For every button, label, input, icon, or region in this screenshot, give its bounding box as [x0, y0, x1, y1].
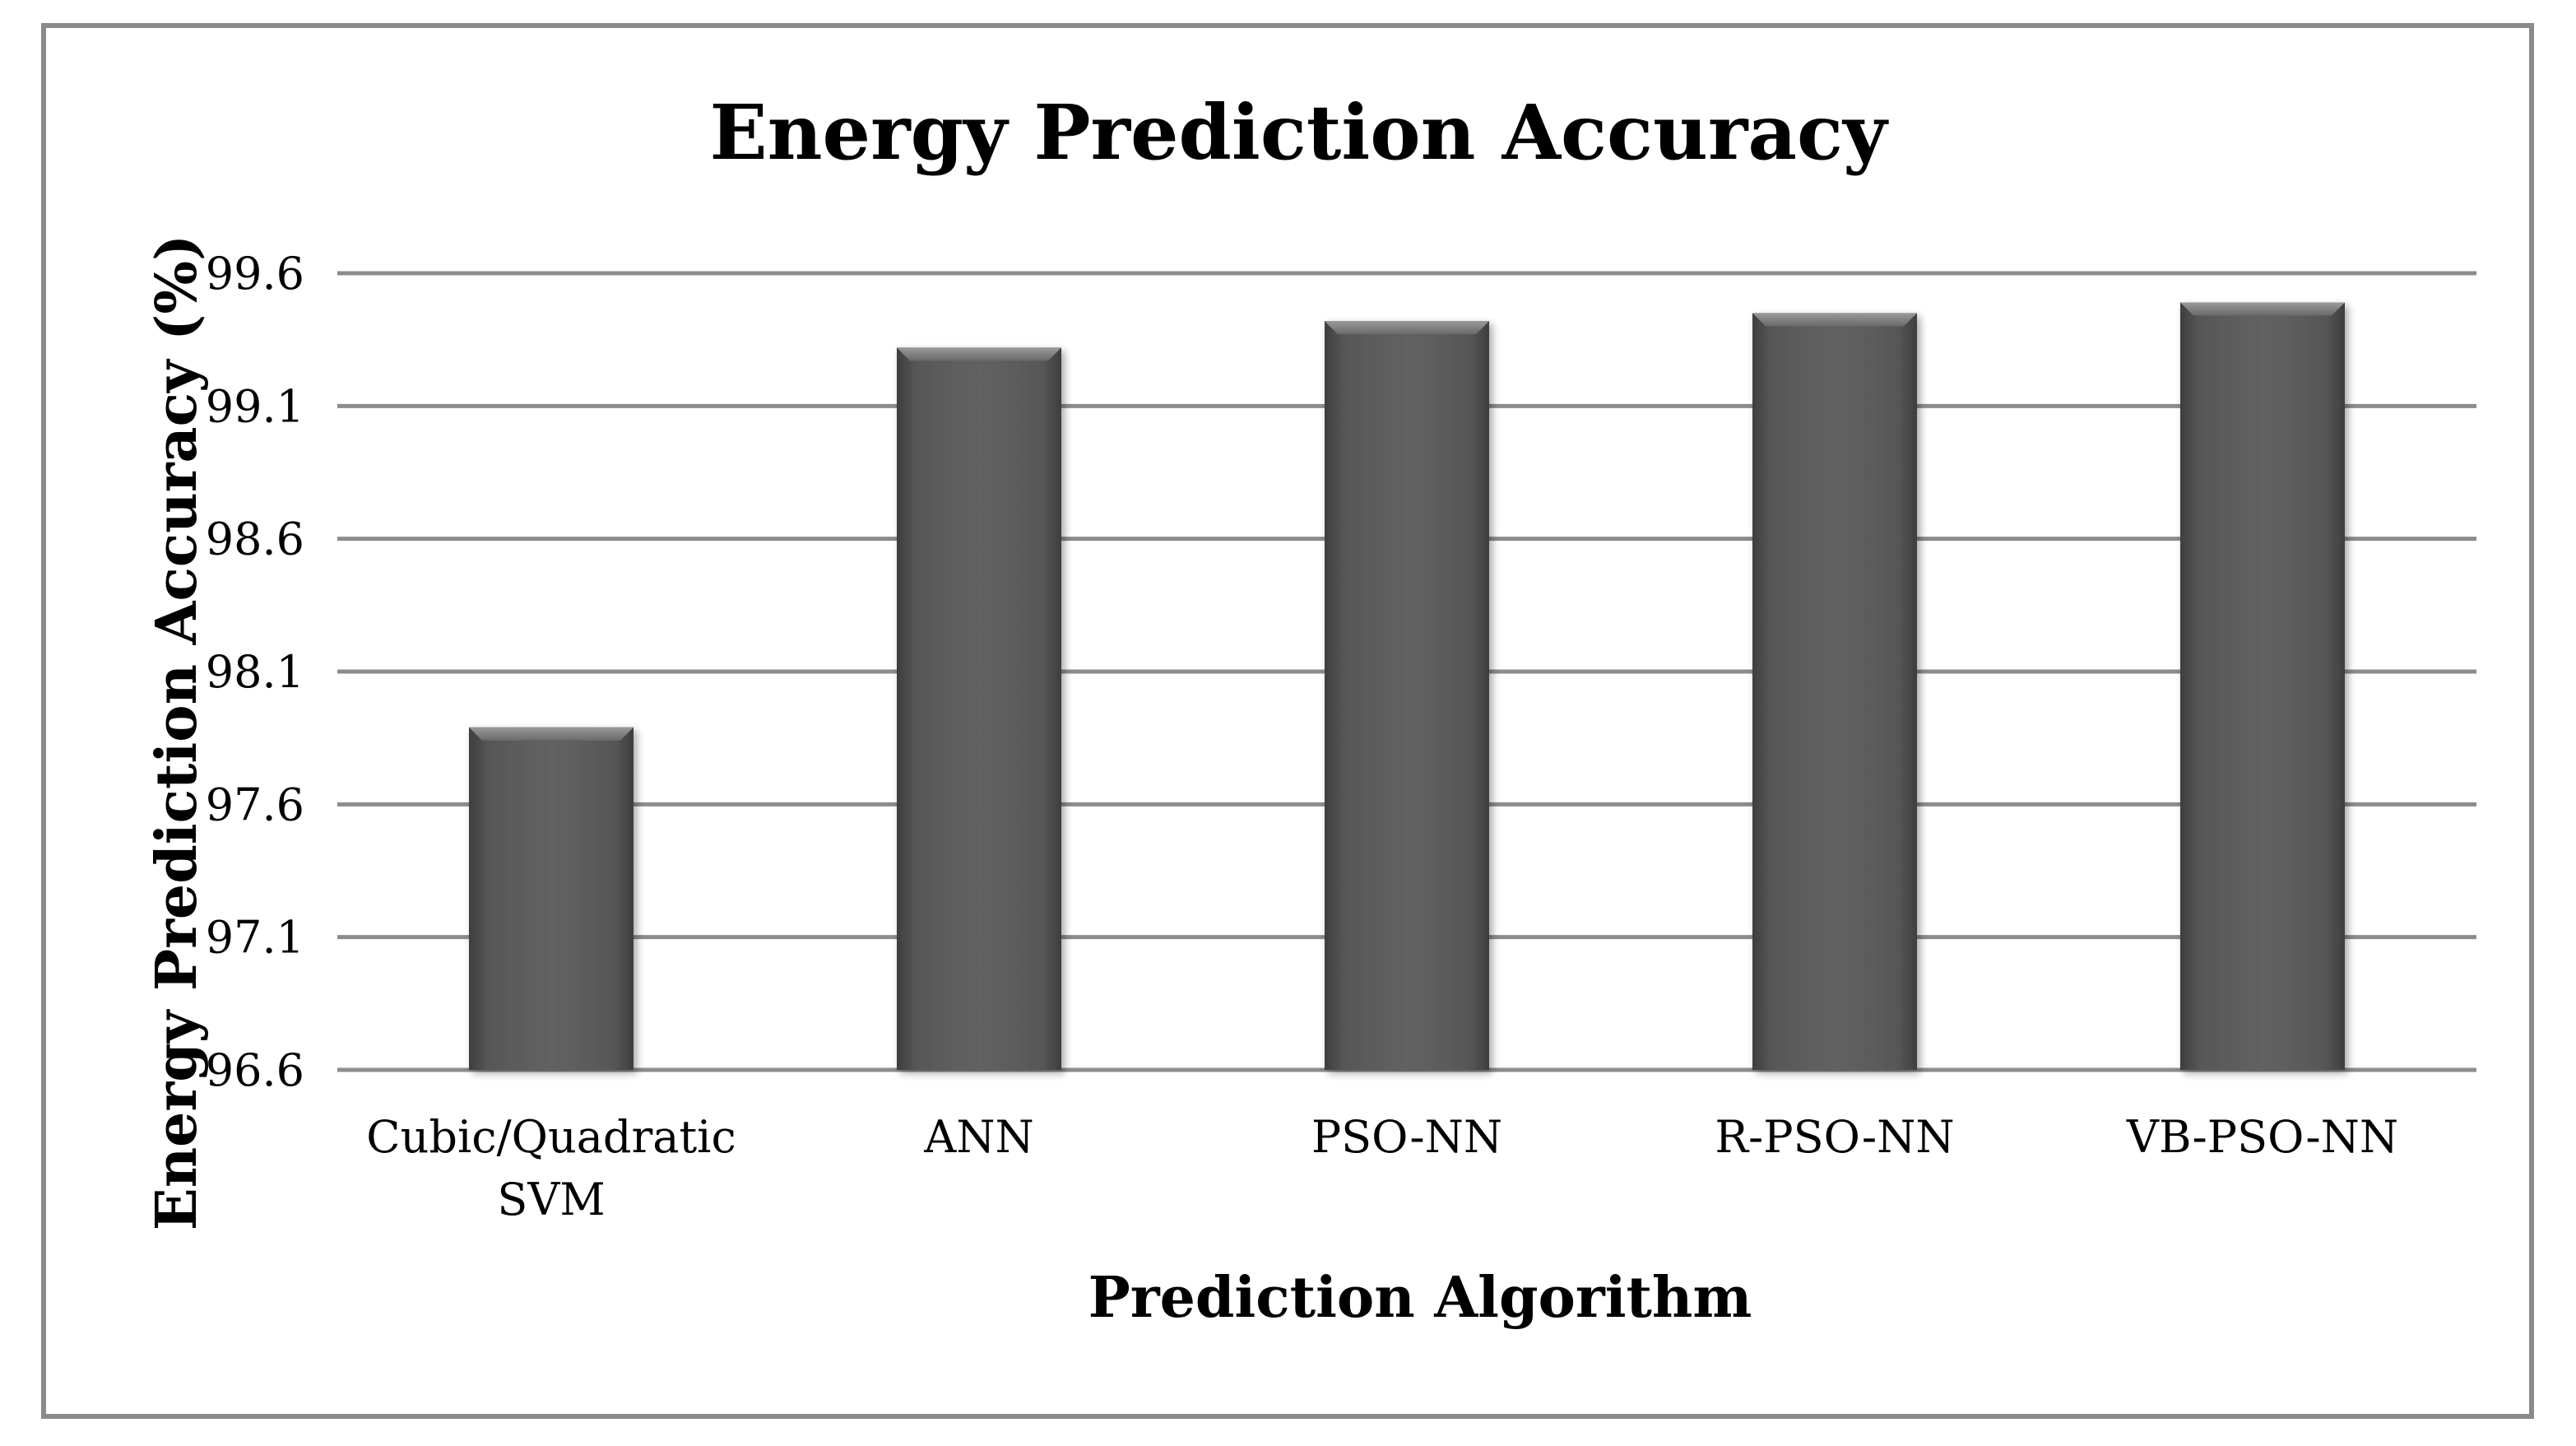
y-tick-label: 96.6	[206, 1044, 304, 1096]
y-tick-label: 98.1	[206, 646, 304, 698]
y-tick-label: 98.6	[206, 514, 304, 565]
bar-bevel	[469, 727, 634, 741]
bar	[1325, 321, 1489, 1071]
bar	[2180, 302, 2345, 1070]
bar-bevel	[1325, 321, 1489, 335]
bar-body	[469, 727, 634, 1070]
bar-bevel	[1752, 313, 1917, 327]
y-tick-label: 97.1	[206, 912, 304, 964]
x-tick-label: ANN	[923, 1111, 1034, 1163]
x-tick-label: PSO-NN	[1311, 1111, 1502, 1163]
x-tick-label: R-PSO-NN	[1715, 1111, 1954, 1163]
x-tick-label-line: VB-PSO-NN	[2126, 1111, 2398, 1163]
bar-bevel	[2180, 302, 2345, 316]
y-tick-label: 99.6	[206, 248, 304, 300]
y-tick-label: 99.1	[206, 380, 304, 432]
x-tick-label: Cubic/Quadratic SVM	[366, 1111, 736, 1225]
x-axis-categories: Cubic/Quadratic SVM ANN PSO-NN R-PSO-NN VB-PS…	[366, 1111, 2398, 1225]
x-tick-label-line: ANN	[923, 1111, 1034, 1163]
x-axis-title: Prediction Algorithm	[1088, 1265, 1752, 1331]
bar	[469, 727, 634, 1070]
chart-frame	[41, 23, 2534, 1419]
bar	[897, 347, 1061, 1070]
bar-body	[1752, 313, 1917, 1070]
y-axis-title: Energy Prediction Accuracy (%)	[144, 235, 210, 1230]
bar-body	[897, 347, 1061, 1070]
bar-body	[1325, 321, 1489, 1071]
x-tick-label-line: SVM	[497, 1174, 605, 1225]
bar-body	[2180, 302, 2345, 1070]
x-tick-label: VB-PSO-NN	[2126, 1111, 2398, 1163]
x-tick-label-line: Cubic/Quadratic	[366, 1111, 736, 1163]
x-tick-label-line: PSO-NN	[1311, 1111, 1502, 1163]
y-tick-label: 97.6	[206, 779, 304, 830]
bars	[469, 302, 2345, 1071]
bar	[1752, 313, 1917, 1070]
bar-bevel	[897, 347, 1061, 361]
x-tick-label-line: R-PSO-NN	[1715, 1111, 1954, 1163]
y-axis-ticks: 96.6 97.1 97.6 98.1 98.6 99.1 99.6	[206, 248, 304, 1096]
chart-title: Energy Prediction Accuracy	[710, 88, 1889, 177]
